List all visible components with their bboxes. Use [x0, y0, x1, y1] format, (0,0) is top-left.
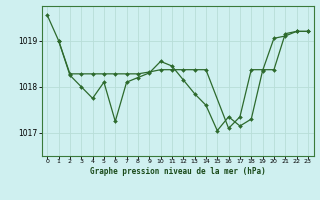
X-axis label: Graphe pression niveau de la mer (hPa): Graphe pression niveau de la mer (hPa)	[90, 167, 266, 176]
